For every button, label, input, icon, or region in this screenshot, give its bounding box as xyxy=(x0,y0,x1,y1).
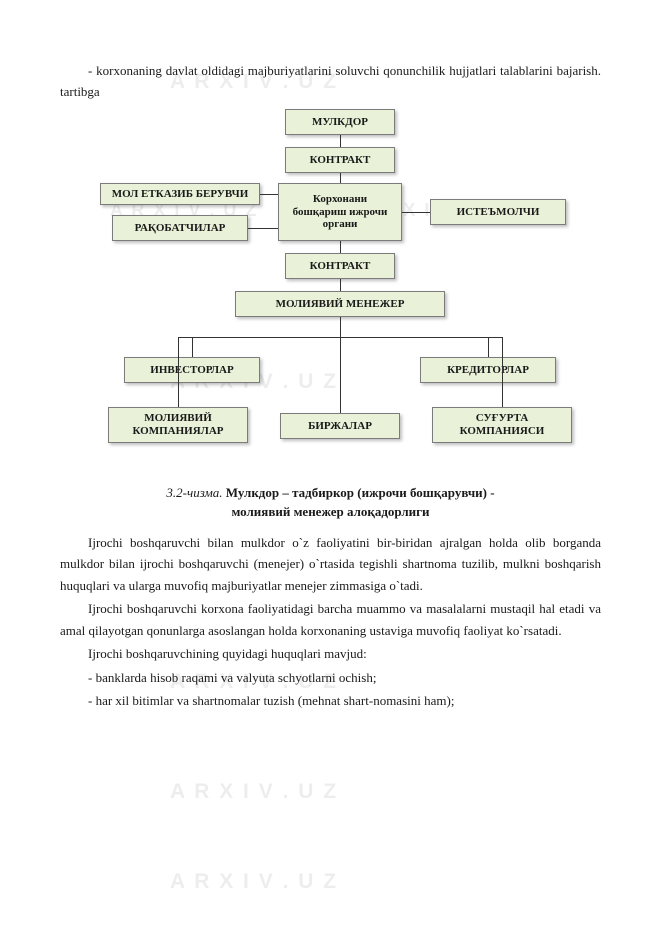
body-paragraph: - har xil bitimlar va shartnomalar tuzis… xyxy=(60,690,601,711)
node-korxona: Корхонани бошқариш ижрочи органи xyxy=(278,183,402,241)
body-paragraph: Ijrochi boshqaruvchi bilan mulkdor o`z f… xyxy=(60,532,601,596)
connector-line xyxy=(248,228,278,229)
body-paragraph: Ijrochi boshqaruvchining quyidagi huquql… xyxy=(60,643,601,664)
connector-line xyxy=(340,173,341,183)
watermark: A R X I V . U Z xyxy=(170,870,338,894)
connector-line xyxy=(340,317,341,337)
body-paragraph: - banklarda hisob raqami va valyuta schy… xyxy=(60,667,601,688)
node-iste: ИСТЕЪМОЛЧИ xyxy=(430,199,566,225)
node-kredit: КРЕДИТОРЛАР xyxy=(420,357,556,383)
connector-line xyxy=(502,337,503,407)
node-sugurta: СУҒУРТА КОМПАНИЯСИ xyxy=(432,407,572,443)
connector-line xyxy=(192,337,193,357)
node-mol: МОЛ ЕТКАЗИБ БЕРУВЧИ xyxy=(100,183,260,205)
org-diagram: МУЛКДОР КОНТРАКТ Корхонани бошқариш ижрочи… xyxy=(60,109,601,469)
connector-line xyxy=(178,337,179,407)
caption-line1: Мулкдор – тадбиркор (ижрочи бошқарувчи) … xyxy=(223,485,495,500)
intro-paragraph: - korxonaning davlat oldidagi majburiyat… xyxy=(60,60,601,103)
node-menejer: МОЛИЯВИЙ МЕНЕЖЕР xyxy=(235,291,445,317)
connector-line xyxy=(340,241,341,253)
connector-line xyxy=(340,279,341,291)
body-paragraph: Ijrochi boshqaruvchi korxona faoliyatida… xyxy=(60,598,601,641)
connector-line xyxy=(488,337,489,357)
node-moliyav: МОЛИЯВИЙ КОМПАНИЯЛАР xyxy=(108,407,248,443)
caption-line2: молиявий менежер алоқадорлиги xyxy=(231,504,429,519)
watermark: A R X I V . U Z xyxy=(170,780,338,804)
connector-line xyxy=(340,135,341,147)
connector-line xyxy=(260,194,278,195)
caption-lead: 3.2-чизма. xyxy=(166,485,222,500)
node-raqobat: РАҚОБАТЧИЛАР xyxy=(112,215,248,241)
node-kontrakt1: КОНТРАКТ xyxy=(285,147,395,173)
node-birja: БИРЖАЛАР xyxy=(280,413,400,439)
node-mulkdor: МУЛКДОР xyxy=(285,109,395,135)
figure-caption: 3.2-чизма. Мулкдор – тадбиркор (ижрочи б… xyxy=(60,483,601,522)
connector-line xyxy=(340,337,341,413)
node-invest: ИНВЕСТОРЛАР xyxy=(124,357,260,383)
connector-line xyxy=(402,212,430,213)
node-kontrakt2: КОНТРАКТ xyxy=(285,253,395,279)
